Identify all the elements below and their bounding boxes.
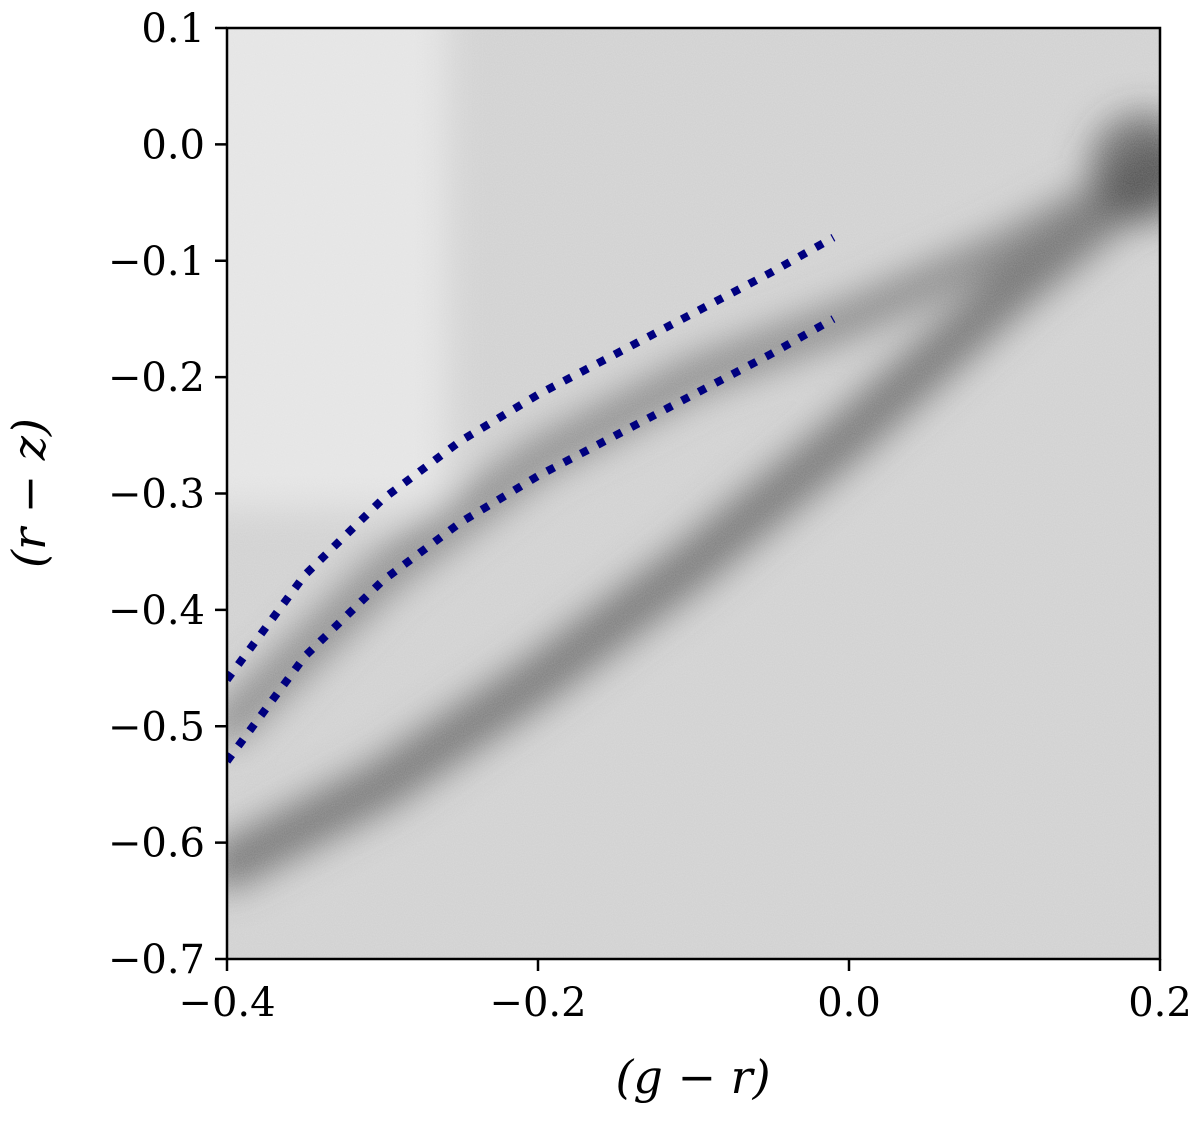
x-axis: −0.4 −0.2 0.0 0.2: [178, 959, 1192, 1026]
density-noise: [227, 28, 1160, 959]
x-tick-label: 0.0: [817, 980, 881, 1026]
y-tick-label: 0.1: [141, 6, 205, 52]
y-tick-label: −0.4: [108, 588, 205, 634]
y-tick-label: −0.5: [108, 704, 205, 750]
x-axis-label: (g − r): [615, 1050, 770, 1104]
y-tick-label: −0.2: [108, 355, 205, 401]
plot-area: [227, 28, 1160, 959]
x-tick-label: −0.2: [489, 980, 586, 1026]
y-tick-label: −0.7: [108, 937, 205, 983]
x-tick-label: −0.4: [178, 980, 275, 1026]
x-tick-label: 0.2: [1128, 980, 1192, 1026]
y-axis-label: (r − z): [2, 418, 56, 568]
y-tick-label: −0.3: [108, 472, 205, 518]
y-axis: 0.1 0.0 −0.1 −0.2 −0.3 −0.4 −0.5 −0.6 −0.7: [108, 6, 227, 983]
y-tick-label: 0.0: [141, 122, 205, 168]
y-tick-label: −0.6: [108, 821, 205, 867]
y-tick-label: −0.1: [108, 239, 205, 285]
